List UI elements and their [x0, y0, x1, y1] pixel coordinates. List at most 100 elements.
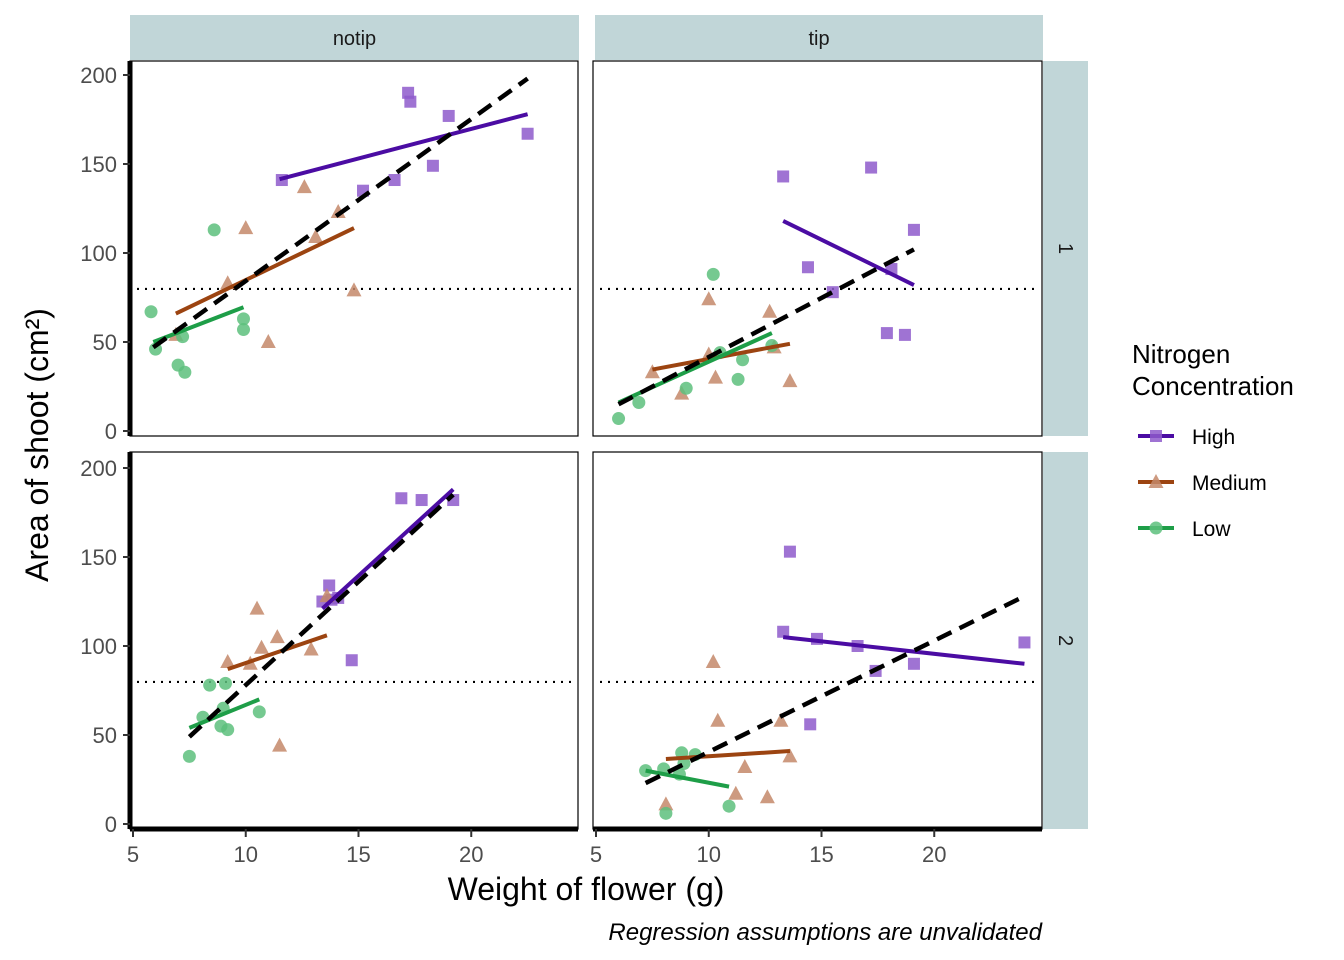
x-tick-label: 10: [697, 842, 721, 867]
x-tick-label: 15: [346, 842, 370, 867]
x-tick-label: 5: [127, 842, 139, 867]
data-point-high: [521, 127, 534, 140]
data-point-medium: [708, 369, 724, 384]
data-point-high: [907, 223, 920, 236]
data-point-medium: [296, 179, 312, 194]
data-point-high: [898, 328, 911, 341]
overall-fit-line: [187, 493, 455, 739]
panel-tip-2: [592, 451, 1043, 830]
data-point-high: [865, 161, 878, 174]
data-point-medium: [269, 629, 285, 644]
chart-caption: Regression assumptions are unvalidated: [608, 919, 1042, 946]
data-point-low: [252, 705, 266, 719]
panel-border: [129, 60, 579, 437]
data-point-high: [880, 327, 893, 340]
legend-title-line-1: Nitrogen: [1132, 339, 1230, 369]
y-tick-label: 150: [80, 152, 117, 177]
overall-fit-line: [644, 594, 1026, 786]
overall-fit-line: [151, 76, 529, 350]
data-point-medium: [254, 639, 270, 654]
data-point-low: [221, 723, 235, 737]
data-point-low: [736, 353, 750, 367]
data-point-high: [783, 545, 796, 558]
data-point-low: [722, 799, 736, 813]
fit-line-low: [645, 768, 730, 789]
data-point-high: [1018, 636, 1031, 649]
data-point-high: [395, 492, 408, 505]
panel-notip-2: [129, 451, 579, 830]
data-point-low: [612, 412, 626, 426]
y-axis-ticks: 0 50 100 150 200 0 50 100 150 200: [80, 61, 133, 837]
data-point-medium: [701, 291, 717, 306]
data-point-medium: [773, 712, 789, 727]
strip-label-tip: tip: [808, 28, 829, 50]
fit-line-high: [782, 635, 1025, 666]
legend-title-line-2: Concentration: [1132, 371, 1294, 401]
strip-row-1: [1043, 61, 1088, 436]
fit-line-high: [279, 112, 529, 182]
data-point-low: [679, 381, 693, 395]
strip-label-row-1: 1: [1054, 243, 1076, 254]
data-point-medium: [272, 737, 288, 752]
data-point-low: [236, 312, 250, 326]
data-point-low: [203, 678, 217, 692]
y-tick-label: 150: [80, 545, 117, 570]
panel-border: [129, 451, 579, 830]
strip-label-notip: notip: [333, 28, 376, 50]
data-point-medium: [762, 303, 778, 318]
data-point-medium: [644, 364, 660, 379]
data-point-medium: [782, 373, 798, 388]
panel-border: [592, 60, 1043, 437]
data-point-medium: [346, 282, 362, 297]
panel-tip-1: [592, 60, 1043, 437]
data-point-high: [404, 95, 417, 108]
data-point-high: [804, 718, 817, 731]
data-point-low: [706, 267, 720, 281]
data-point-high: [426, 159, 439, 172]
fit-line-low: [152, 305, 245, 344]
data-point-low: [182, 749, 196, 763]
data-point-low: [659, 806, 673, 820]
fit-line-high: [321, 487, 455, 611]
data-point-low: [178, 365, 192, 379]
fit-line-medium: [227, 633, 328, 672]
fit-line-high: [782, 219, 915, 287]
data-point-medium: [710, 712, 726, 727]
x-tick-label: 10: [234, 842, 258, 867]
x-axis-title: Weight of flower (g): [448, 871, 725, 907]
y-tick-label: 100: [80, 241, 117, 266]
legend-key-marker: [1150, 430, 1162, 442]
panel-notip-1: [129, 60, 579, 437]
data-point-high: [345, 654, 358, 667]
data-point-high: [442, 109, 455, 122]
y-tick-label: 200: [80, 63, 117, 88]
x-axis-ticks: 5 10 15 20 5 10 15 20: [127, 826, 1042, 867]
data-point-low: [218, 676, 232, 690]
data-point-high: [801, 261, 814, 274]
strip-label-row-2: 2: [1054, 635, 1076, 646]
data-point-medium: [249, 600, 265, 615]
legend-key-marker: [1148, 474, 1164, 488]
x-tick-label: 20: [922, 842, 946, 867]
legend-label-high: High: [1192, 426, 1235, 449]
data-point-low: [207, 223, 221, 237]
strip-col-tip: [595, 15, 1043, 60]
data-point-medium: [303, 641, 319, 656]
data-point-medium: [759, 789, 775, 804]
fit-line-medium: [665, 749, 791, 762]
y-tick-label: 50: [93, 330, 117, 355]
y-tick-label: 50: [93, 723, 117, 748]
legend-label-low: Low: [1192, 518, 1231, 541]
x-tick-label: 15: [809, 842, 833, 867]
y-axis-title: Area of shoot (cm²): [19, 308, 55, 582]
data-point-low: [731, 372, 745, 386]
data-point-low: [632, 396, 646, 410]
data-point-high: [777, 625, 790, 638]
data-point-medium: [260, 334, 276, 348]
data-point-medium: [705, 654, 721, 669]
data-point-medium: [308, 228, 324, 243]
fit-line-medium: [174, 226, 355, 316]
data-point-medium: [728, 785, 744, 800]
legend-key-marker: [1149, 521, 1163, 535]
overall-fit-line: [617, 247, 915, 407]
